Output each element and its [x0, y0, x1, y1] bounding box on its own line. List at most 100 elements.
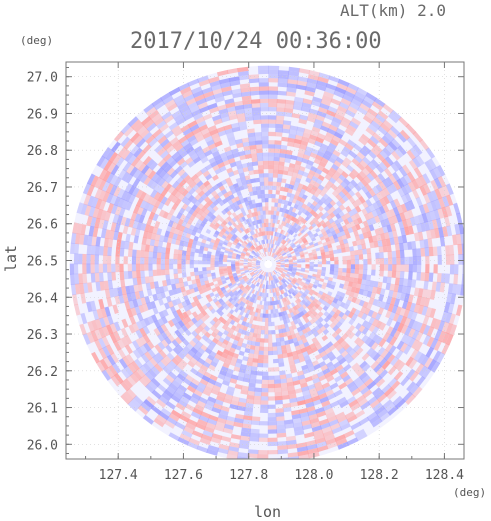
radar-cell [279, 207, 284, 213]
radar-cell [313, 268, 318, 273]
radar-cell [120, 337, 129, 347]
radar-cell [73, 253, 79, 265]
radar-cell [366, 248, 372, 255]
radar-cell [229, 314, 235, 320]
radar-cell [274, 219, 278, 224]
radar-cell [237, 314, 242, 320]
radar-cell [162, 95, 174, 105]
radar-cell [326, 109, 336, 117]
radar-cell [202, 287, 208, 293]
radar-cell [303, 275, 308, 280]
radar-cell [300, 382, 308, 389]
radar-cell [285, 149, 293, 155]
radar-cell [98, 218, 105, 229]
radar-cell [291, 255, 297, 258]
radar-cell [250, 149, 257, 154]
radar-cell [258, 69, 269, 75]
radar-cell [276, 263, 281, 265]
radar-cell [389, 336, 398, 346]
radar-cell [253, 255, 258, 259]
radar-cell [295, 304, 300, 310]
radar-cell [223, 329, 229, 336]
radar-cell [196, 400, 206, 408]
radar-cell [117, 169, 127, 180]
radar-cell [321, 255, 326, 259]
radar-cell [244, 348, 251, 354]
radar-cell [156, 414, 167, 424]
radar-cell [261, 140, 269, 145]
radar-cell [124, 183, 133, 193]
radar-cell [257, 329, 262, 335]
radar-cell [243, 107, 253, 113]
radar-cell [342, 260, 347, 265]
radar-cell [98, 168, 108, 180]
radar-cell [232, 272, 237, 276]
radar-cell [185, 97, 197, 106]
radar-cell [139, 191, 147, 201]
radar-cell [221, 209, 227, 215]
radar-cell [255, 144, 263, 149]
radar-cell [274, 268, 279, 272]
radar-cell [346, 255, 351, 261]
radar-cell [337, 248, 342, 254]
radar-cell [329, 227, 335, 233]
radar-cell [86, 184, 95, 196]
radar-cell [327, 105, 338, 114]
radar-cell [248, 217, 253, 223]
radar-cell [163, 164, 173, 173]
radar-cell [350, 264, 356, 269]
radar-cell [327, 280, 333, 285]
radar-cell [265, 239, 268, 244]
radar-cell [162, 211, 169, 219]
radar-cell [292, 266, 298, 269]
radar-cell [295, 254, 301, 257]
radar-cell [326, 441, 338, 450]
radar-cell [230, 299, 236, 305]
radar-cell [110, 204, 118, 215]
radar-cell [210, 388, 220, 396]
radar-cell [194, 248, 200, 254]
radar-cell [372, 352, 381, 362]
radar-cell [275, 296, 278, 301]
radar-cell [403, 278, 409, 287]
radar-cell [112, 304, 119, 314]
radar-cell [160, 407, 172, 417]
radar-cell [234, 417, 244, 424]
radar-cell [221, 280, 227, 285]
radar-cell [256, 207, 260, 212]
radar-cell [328, 419, 339, 427]
radar-cell [355, 223, 361, 231]
radar-cell [269, 288, 272, 294]
radar-cell [311, 222, 317, 228]
radar-cell [366, 381, 377, 390]
radar-cell [337, 337, 345, 345]
radar-cell [165, 401, 176, 410]
radar-cell [325, 411, 336, 419]
radar-cell [103, 356, 113, 368]
radar-cell [243, 103, 253, 109]
radar-cell [332, 298, 339, 304]
radar-cell [344, 377, 354, 386]
radar-cell [430, 179, 439, 191]
radar-cell [193, 267, 199, 272]
radar-cell [310, 130, 319, 137]
radar-cell [222, 90, 233, 97]
radar-cell [303, 332, 310, 338]
radar-cell [293, 421, 303, 428]
radar-cell [289, 364, 297, 370]
radar-cell [240, 244, 245, 249]
radar-cell [238, 397, 247, 403]
radar-cell [377, 393, 388, 403]
radar-cell [268, 338, 273, 343]
radar-cell [235, 108, 245, 115]
radar-cell [209, 222, 215, 229]
radar-cell [306, 305, 313, 311]
radar-cell [259, 94, 269, 99]
radar-cell [196, 445, 209, 453]
radar-cell [142, 143, 152, 154]
radar-cell [200, 128, 210, 136]
radar-cell [210, 254, 216, 259]
radar-cell [160, 258, 165, 265]
radar-cell [176, 362, 185, 371]
radar-cell [440, 273, 446, 284]
